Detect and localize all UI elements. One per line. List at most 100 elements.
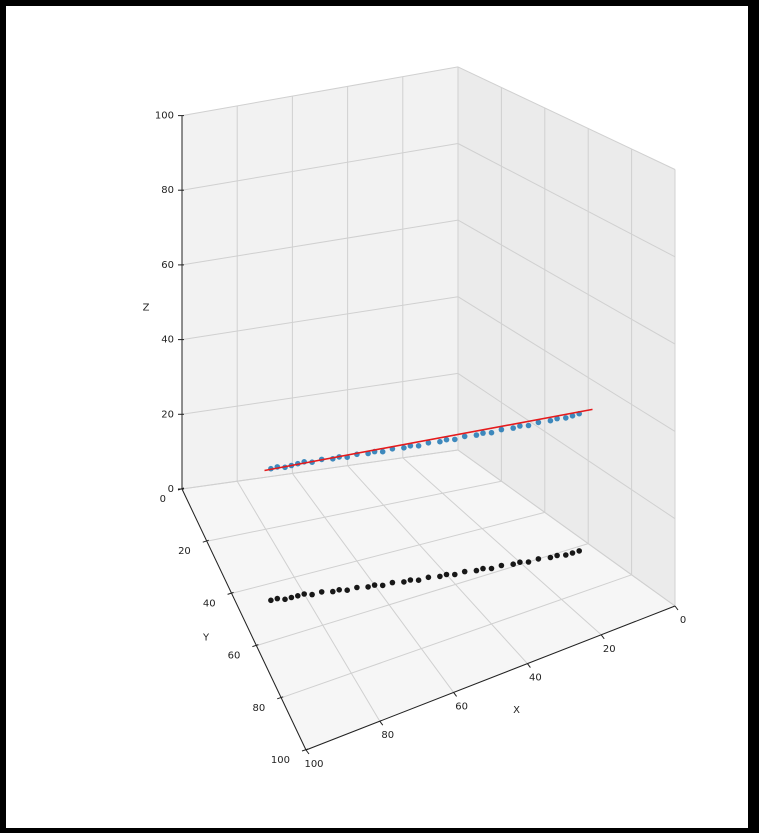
black-data-point	[554, 552, 560, 559]
black-data-point	[535, 556, 542, 562]
axis-labels: Z Y X	[143, 302, 521, 716]
x-tick-mark	[674, 605, 679, 611]
black-data-point	[295, 593, 301, 599]
black-data-point	[379, 582, 386, 589]
x-tick-mark	[527, 663, 531, 668]
black-data-point	[525, 559, 532, 565]
black-data-point	[282, 596, 288, 603]
y-tick-label: 0	[160, 494, 166, 505]
z-tick-label: 60	[161, 260, 174, 271]
figure-canvas: 0 20 40 60 80 100 0 20 40 60 80 100 0 20 40 60 80 100 Z Y X	[6, 6, 748, 828]
grid-line	[206, 480, 502, 542]
grid-line	[181, 372, 459, 415]
black-data-point	[354, 584, 360, 591]
black-data-point	[425, 574, 432, 581]
fit-line	[264, 408, 593, 472]
grid-line	[281, 574, 632, 699]
black-data-point	[510, 561, 516, 567]
blue-data-point	[425, 440, 432, 446]
black-data-point	[517, 559, 523, 565]
axes-lines	[177, 115, 679, 755]
grid-line	[236, 480, 381, 722]
blue-data-point	[379, 448, 386, 455]
black-data-point	[576, 548, 582, 554]
series-black-points	[268, 548, 582, 604]
black-data-point	[401, 579, 407, 585]
fit-line-group	[264, 408, 593, 472]
blue-data-point	[480, 430, 486, 436]
grid-line	[457, 296, 676, 432]
blue-data-point	[498, 426, 505, 433]
black-data-point	[415, 577, 422, 583]
blue-data-point	[407, 443, 414, 449]
blue-data-point	[517, 423, 523, 429]
black-data-point	[309, 591, 315, 598]
x-tick-label: 100	[304, 759, 323, 770]
blue-data-point	[525, 422, 532, 429]
grid-line	[347, 465, 528, 664]
tick-labels: 0 20 40 60 80 100 0 20 40 60 80 100 0 20 40 60 80 100	[155, 111, 686, 770]
grid-line	[231, 511, 545, 594]
blue-data-point	[569, 413, 576, 419]
blue-data-point	[535, 419, 542, 426]
y-tick-label: 100	[271, 755, 290, 766]
x-axis-label: X	[513, 705, 520, 716]
black-data-point	[547, 554, 554, 561]
y-axis-label: Y	[202, 633, 210, 644]
blue-data-point	[473, 432, 480, 438]
x-tick-label: 20	[603, 644, 616, 655]
blue-data-point	[510, 425, 516, 431]
z-tick-label: 0	[168, 484, 174, 495]
x-tick-mark	[379, 720, 384, 726]
blue-data-point	[452, 436, 458, 443]
grid-line	[181, 143, 459, 191]
grid-line	[457, 372, 676, 520]
blue-data-point	[547, 417, 554, 424]
z-tick-label: 100	[155, 111, 174, 122]
z-axis-label: Z	[143, 302, 150, 313]
blue-data-point	[401, 445, 407, 451]
x-axis-line	[305, 605, 676, 751]
black-data-point	[461, 568, 468, 575]
x-tick-label: 60	[455, 701, 468, 712]
y-tick-label: 80	[252, 703, 265, 714]
black-data-point	[344, 587, 351, 593]
y-tick-label: 40	[203, 598, 216, 609]
y-axis-line	[181, 488, 307, 751]
grid-line	[181, 296, 459, 341]
black-data-point	[268, 597, 274, 604]
blue-data-point	[563, 415, 569, 421]
3d-scatter-plot: 0 20 40 60 80 100 0 20 40 60 80 100 0 20 40 60 80 100 Z Y X	[143, 66, 686, 770]
blue-data-point	[461, 433, 468, 440]
black-data-point	[407, 577, 414, 583]
axes-panes	[182, 66, 675, 750]
x-tick-mark	[600, 634, 605, 640]
grid-line	[402, 457, 602, 636]
pane-floor	[182, 450, 675, 750]
blue-data-point	[415, 443, 422, 449]
z-tick-label: 80	[161, 185, 174, 196]
y-tick-mark	[177, 487, 185, 491]
black-data-point	[437, 573, 443, 580]
y-tick-label: 60	[228, 651, 241, 662]
y-tick-mark	[202, 539, 209, 543]
grid-line	[457, 449, 676, 607]
blue-data-point	[443, 436, 450, 443]
pane-back-left	[182, 66, 458, 490]
grid-line	[256, 543, 589, 647]
black-data-point	[288, 594, 295, 601]
grid-line	[181, 66, 459, 117]
black-data-point	[488, 565, 495, 572]
black-data-point	[480, 565, 486, 572]
x-tick-label: 0	[680, 615, 686, 626]
black-data-point	[563, 552, 569, 558]
black-data-point	[443, 571, 450, 578]
grid-line	[457, 143, 676, 258]
z-tick-label: 20	[161, 409, 174, 420]
black-data-point	[389, 579, 396, 586]
y-tick-mark	[227, 591, 234, 595]
grid-line	[457, 66, 676, 170]
grid-line	[181, 449, 459, 490]
y-tick-label: 20	[178, 546, 191, 557]
y-tick-mark	[277, 696, 284, 700]
